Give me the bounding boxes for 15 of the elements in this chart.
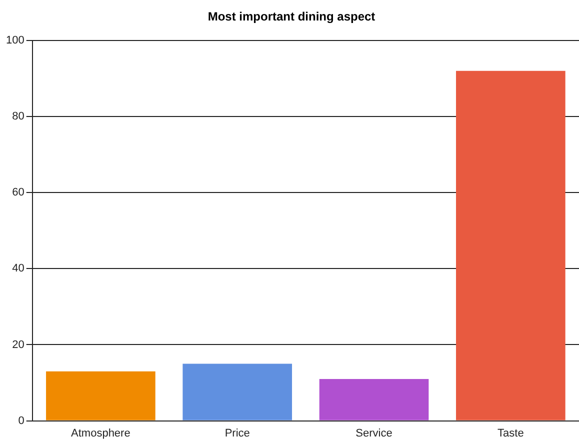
x-tick-label: Taste xyxy=(498,427,524,440)
bar xyxy=(319,378,429,420)
y-tick-label: 40 xyxy=(12,262,24,275)
y-tick-label: 100 xyxy=(6,34,24,46)
x-tick-label: Price xyxy=(224,427,250,440)
bar xyxy=(46,371,156,420)
chart-title: Most important dining aspect xyxy=(208,10,376,24)
x-tick-label: Atmosphere xyxy=(71,427,130,440)
bar xyxy=(456,70,566,420)
y-tick-label: 20 xyxy=(12,338,24,351)
y-tick-label: 0 xyxy=(18,414,24,427)
x-tick-label: Service xyxy=(356,427,392,440)
bar xyxy=(182,364,292,420)
y-tick-label: 80 xyxy=(12,110,24,123)
y-tick-label: 60 xyxy=(12,186,24,199)
